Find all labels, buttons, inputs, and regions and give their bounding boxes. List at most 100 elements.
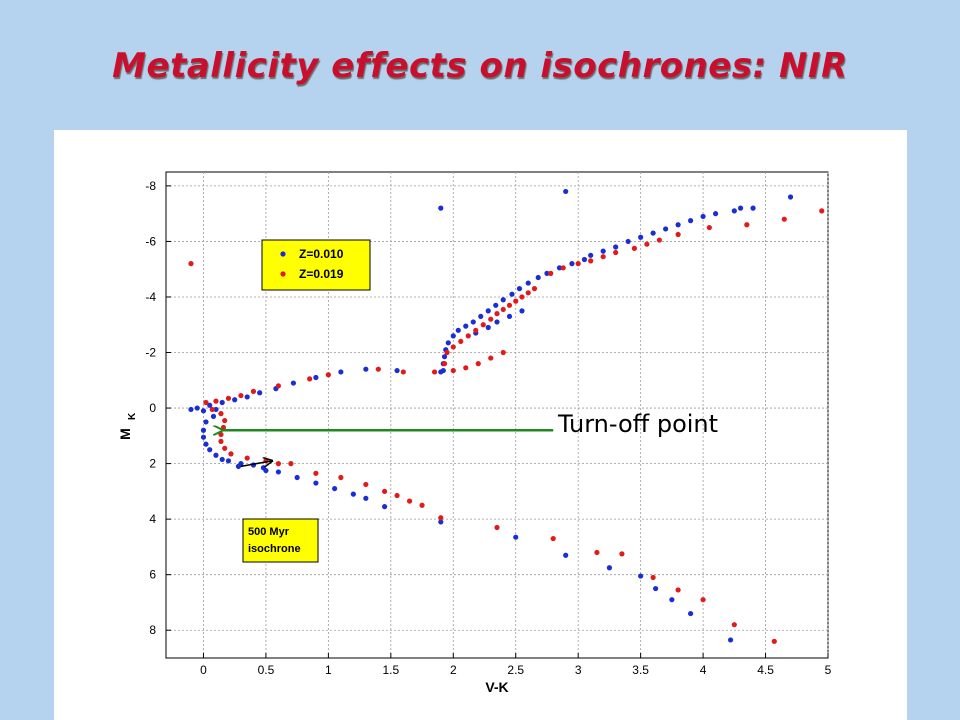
y-tick-label: 8 [149,623,156,637]
data-point [669,597,675,603]
data-point [550,535,556,542]
data-point [688,610,694,617]
data-point [232,397,238,403]
data-point [450,367,456,374]
y-axis-label: M K [117,412,138,440]
data-point [731,208,737,214]
data-point [222,445,228,451]
data-point [394,492,400,499]
data-point [638,573,644,579]
data-point [494,319,500,325]
data-point [750,205,756,211]
data-point [700,597,706,603]
data-point [563,552,569,558]
data-point [581,256,588,263]
legend-marker-z019 [280,271,286,277]
data-point [700,213,706,220]
data-point [307,376,313,382]
data-point [450,344,456,350]
y-tick-label: -8 [145,179,156,193]
data-point [225,395,232,401]
data-point [203,441,209,447]
data-point [787,194,794,200]
turn-off-callout: Turn-off point [557,410,718,438]
data-point [485,324,491,331]
data-point [250,388,257,394]
isochrone-chart: 0 0.5 1 1.5 2 2.5 3 3.5 4 4.5 5 -8 -6 -4 -2 0 2 4 6 8 Z=0.0… [117,171,832,695]
data-point [238,392,244,399]
data-point [509,291,515,297]
data-point [513,298,519,304]
data-point [445,340,451,346]
data-point [771,638,777,644]
data-point [200,408,207,414]
data-point [712,211,719,217]
data-point [441,354,448,360]
y-tick-label: 4 [149,512,156,526]
data-point [675,231,681,238]
y-axis-label-main: M [117,428,133,440]
data-point [313,480,319,486]
data-point [210,413,217,419]
data-point [406,498,413,504]
x-tick-label: 0 [200,663,207,677]
data-point [613,244,619,250]
data-point [275,469,282,475]
data-point [194,405,200,411]
x-tick-label: 2 [450,663,457,677]
data-point [438,519,444,525]
data-point [203,419,209,425]
data-point [613,249,619,256]
x-tick-label: 1 [325,663,332,677]
x-tick-label: 0.5 [258,663,275,677]
data-point [494,524,500,531]
legend-marker-z010 [280,251,286,257]
note-line-1: 500 Myr [248,526,290,538]
legend-box [261,239,371,291]
y-tick-label: -2 [145,346,156,360]
data-point [650,230,656,236]
data-point [535,274,541,281]
data-point [706,224,712,231]
legend-label-z010: Z=0.010 [299,247,344,261]
x-axis-label: V-K [485,679,508,695]
data-point [650,574,656,581]
x-tick-label: 2.5 [507,663,524,677]
data-point [600,254,606,260]
data-point [219,456,225,463]
data-point [400,369,406,375]
data-point [656,237,662,243]
x-tick-label: 5 [825,663,832,677]
y-tick-label: -4 [145,290,156,304]
data-point [244,455,250,461]
y-tick-label: 2 [149,457,156,471]
data-point [475,361,481,367]
data-point [381,488,388,494]
data-point [441,361,448,367]
data-point [519,308,525,314]
y-tick-label: 0 [149,401,156,415]
data-point [588,258,594,264]
data-point [338,369,344,375]
y-tick-label: -6 [145,234,156,248]
data-point [478,313,484,320]
data-point [781,216,787,222]
data-point [213,406,219,413]
data-point [219,399,225,406]
data-point [675,587,681,593]
x-tick-label: 3.5 [632,663,649,677]
data-point [544,270,550,276]
figure-panel: 0 0.5 1 1.5 2 2.5 3 3.5 4 4.5 5 -8 -6 -4 -2 0 2 4 6 8 Z=0.0… [54,130,907,720]
data-point [213,398,219,404]
data-point [213,452,219,458]
data-point [488,355,494,361]
data-point [438,515,444,521]
data-point [519,294,525,300]
data-point [463,365,469,371]
data-point [263,467,269,474]
legend-label-z019: Z=0.019 [299,267,344,281]
data-point [500,306,506,313]
data-point [458,338,464,345]
data-point [548,270,554,276]
data-point [235,463,242,469]
